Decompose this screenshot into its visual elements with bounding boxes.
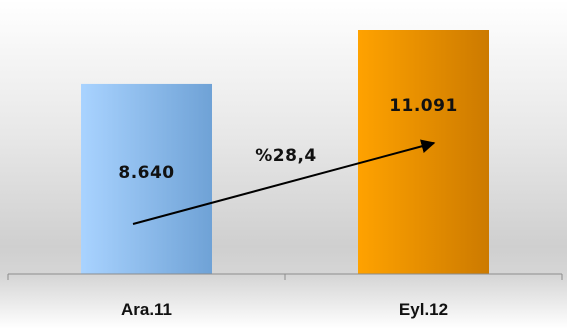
bar-eyl-12 [358,29,489,274]
category-label-ara-11: Ara.11 [121,300,172,319]
growth-arrow [132,139,436,225]
value-label-ara-11: 8.640 [118,163,174,183]
value-label-eyl-12: 11.091 [389,96,458,116]
bar-ara-11 [81,83,212,274]
category-label-eyl-12: Eyl.12 [399,300,448,319]
growth-annotation-label: %28,4 [255,146,316,166]
